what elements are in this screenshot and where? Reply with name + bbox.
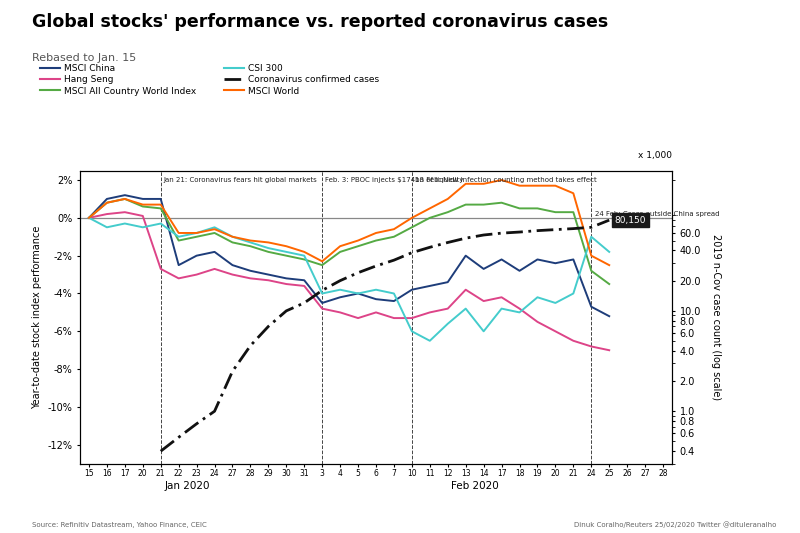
Text: 13 Feb: New infection counting method takes effect: 13 Feb: New infection counting method ta… <box>414 177 596 183</box>
Text: Dinuk Coralho/Reuters 25/02/2020 Twitter @dituleranalho: Dinuk Coralho/Reuters 25/02/2020 Twitter… <box>574 521 776 528</box>
Legend: MSCI China, Hang Seng, MSCI All Country World Index, CSI 300, Coronavirus confir: MSCI China, Hang Seng, MSCI All Country … <box>37 60 383 99</box>
Text: Rebased to Jan. 15: Rebased to Jan. 15 <box>32 53 136 63</box>
Text: Jan 21: Coronavirus fears hit global markets: Jan 21: Coronavirus fears hit global mar… <box>163 177 317 183</box>
Text: Source: Refinitiv Datastream, Yahoo Finance, CEIC: Source: Refinitiv Datastream, Yahoo Fina… <box>32 522 206 528</box>
Text: Jan 2020: Jan 2020 <box>165 481 210 491</box>
Text: Feb. 3: PBOC injects $174bn of liquidity: Feb. 3: PBOC injects $174bn of liquidity <box>325 177 463 183</box>
Text: Feb 2020: Feb 2020 <box>450 481 498 491</box>
Y-axis label: Year-to-date stock index performance: Year-to-date stock index performance <box>32 225 42 409</box>
Text: x 1,000: x 1,000 <box>638 151 672 160</box>
Y-axis label: 2019 n-Cov case count (log scale): 2019 n-Cov case count (log scale) <box>710 234 721 400</box>
Text: Global stocks' performance vs. reported coronavirus cases: Global stocks' performance vs. reported … <box>32 13 608 31</box>
Text: 80,150: 80,150 <box>614 216 646 224</box>
Text: 24 Feb: Cases outside China spread: 24 Feb: Cases outside China spread <box>595 211 719 217</box>
